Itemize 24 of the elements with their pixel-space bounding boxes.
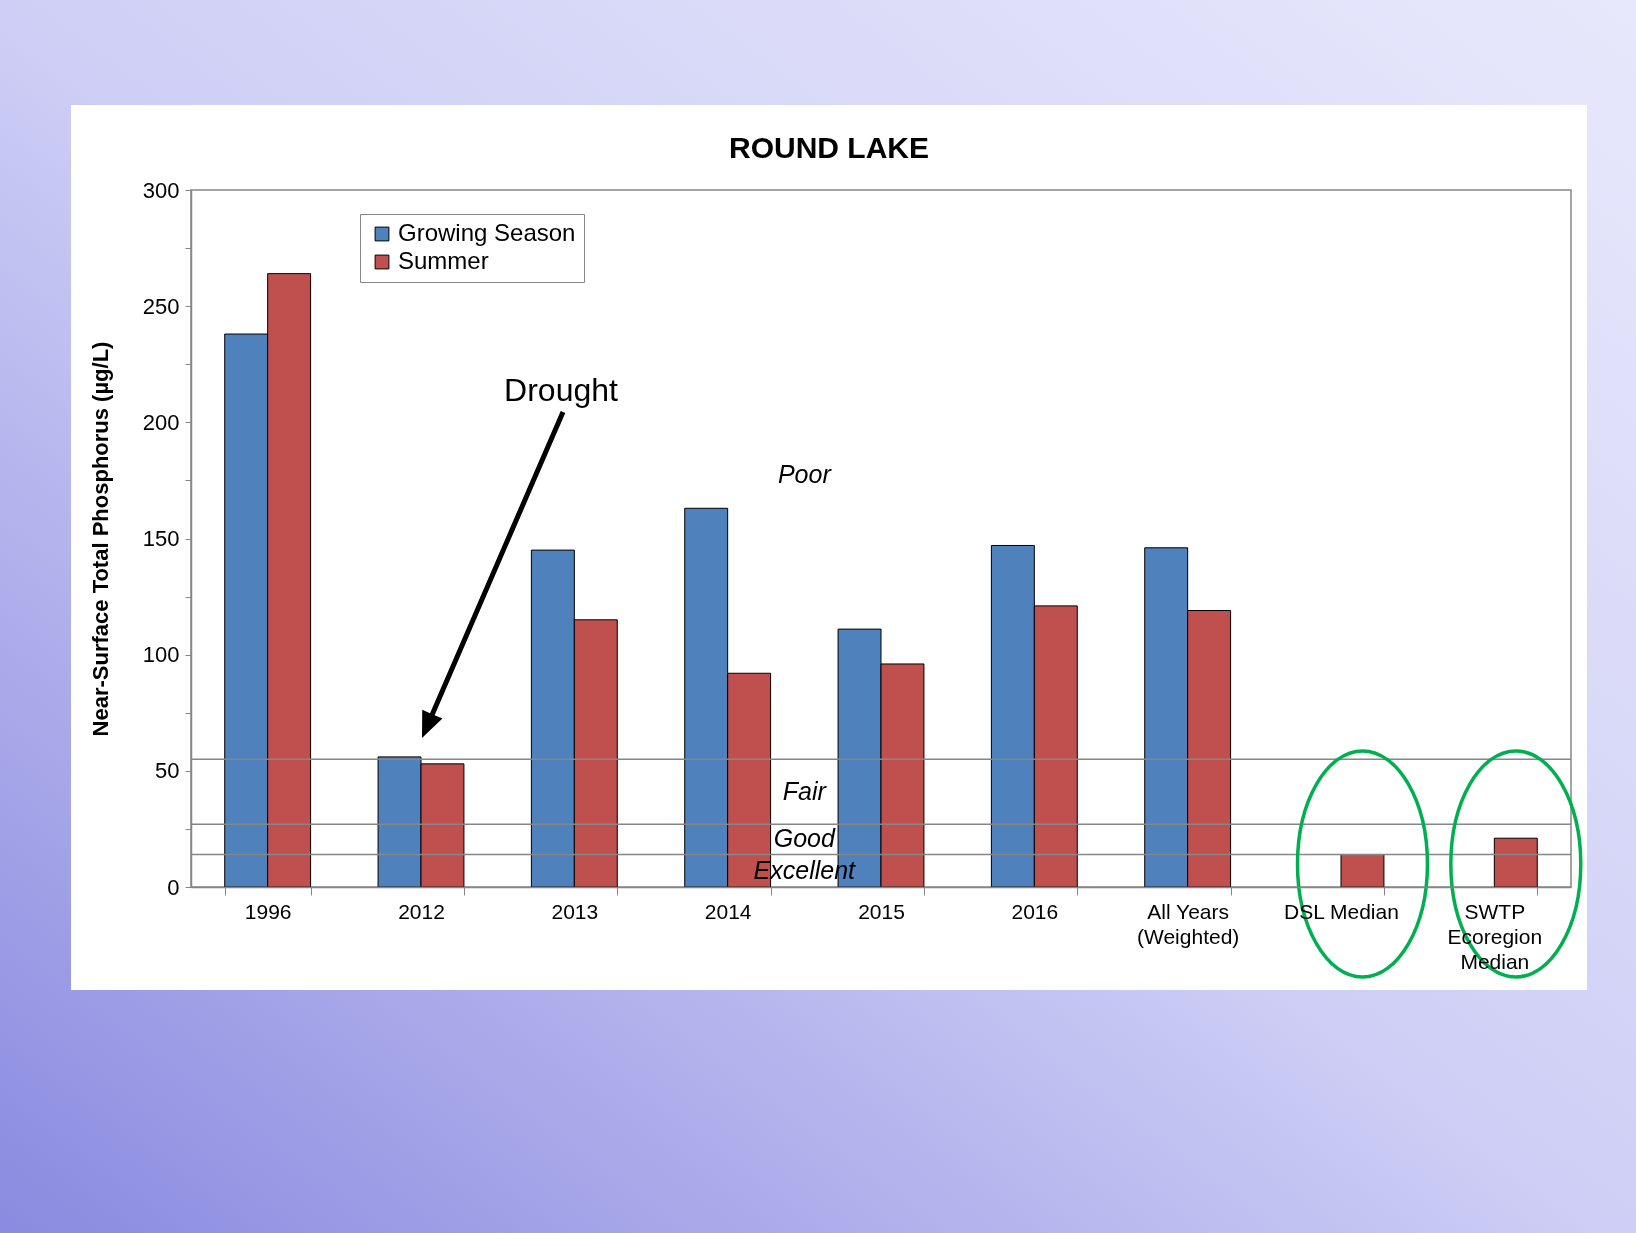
x-tick-label: 2014 — [704, 899, 752, 923]
y-tick-label: 300 — [142, 177, 180, 203]
chart-title: ROUND LAKE — [729, 131, 929, 164]
x-tick-label: 2015 — [858, 899, 905, 923]
annotation: Good — [773, 824, 836, 853]
x-tick-label: 2012 — [398, 899, 445, 923]
x-tick-label: 2013 — [551, 899, 599, 923]
annotation: Drought — [504, 372, 619, 408]
y-tick-label: 0 — [167, 874, 180, 900]
annotation: Poor — [777, 459, 833, 488]
bar — [1340, 853, 1385, 888]
x-tick-label: 2016 — [1011, 899, 1059, 923]
y-tick-label: 150 — [142, 526, 180, 551]
legend-label: Summer — [398, 247, 489, 274]
x-tick-label: All Years (Weighted) — [1137, 899, 1240, 948]
y-tick-label: 100 — [142, 642, 180, 668]
bar — [1493, 837, 1538, 888]
x-tick-label: 1996 — [244, 899, 292, 923]
y-axis-title: Near-Surface Total Phosphorus (µg/L) — [87, 341, 113, 737]
annotation: Fair — [782, 776, 828, 805]
legend-label: Growing Season — [398, 219, 576, 246]
y-tick-label: 200 — [142, 409, 180, 435]
y-tick-label: 50 — [155, 758, 180, 784]
y-tick-label: 250 — [142, 293, 180, 319]
